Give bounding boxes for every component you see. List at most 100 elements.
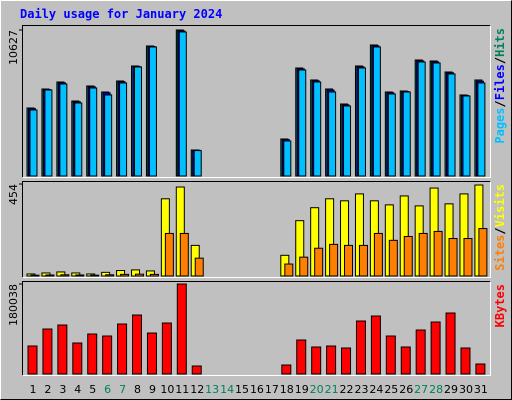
bar xyxy=(448,238,458,277)
bar xyxy=(74,102,83,177)
x-tick-label: 26 xyxy=(399,383,413,396)
legend-item: KBytes xyxy=(493,284,507,327)
bar xyxy=(314,247,324,277)
bar xyxy=(57,324,68,375)
bar xyxy=(281,364,292,375)
bar xyxy=(299,256,309,277)
bar xyxy=(298,69,307,177)
bar xyxy=(460,347,471,375)
bar xyxy=(344,244,354,277)
x-tick-label: 14 xyxy=(220,383,234,396)
x-tick-label: 30 xyxy=(459,383,473,396)
bar xyxy=(194,257,204,277)
bar xyxy=(357,67,366,177)
x-tick-label: 19 xyxy=(295,383,309,396)
bar xyxy=(463,238,473,277)
bar xyxy=(105,274,115,277)
bar xyxy=(75,274,85,277)
bar xyxy=(433,230,443,277)
bar xyxy=(296,339,307,375)
bar xyxy=(355,320,366,375)
panel-edge-dark xyxy=(22,181,491,278)
panel-edge-light xyxy=(22,25,491,178)
legend-separator: / xyxy=(493,227,507,234)
bar xyxy=(104,94,113,177)
x-tick-label: 27 xyxy=(414,383,428,396)
panel xyxy=(22,25,491,178)
bar xyxy=(117,323,128,375)
x-tick-label: 13 xyxy=(205,383,219,396)
bar xyxy=(417,61,426,177)
bar xyxy=(475,363,486,375)
bar xyxy=(387,93,396,177)
bar xyxy=(193,150,202,177)
bar xyxy=(328,91,337,177)
bar xyxy=(178,31,187,177)
bar xyxy=(179,232,189,277)
x-tick-label: 21 xyxy=(325,383,339,396)
legend-item: Visits xyxy=(493,184,507,227)
bar xyxy=(90,274,100,277)
legend-separator: / xyxy=(493,57,507,64)
bar xyxy=(120,273,130,277)
x-tick-label: 29 xyxy=(444,383,458,396)
bar xyxy=(418,232,428,277)
bar xyxy=(72,342,83,375)
x-tick-label: 28 xyxy=(429,383,443,396)
bar xyxy=(388,239,398,277)
legend-item: Pages xyxy=(493,108,507,144)
panel-edge-dark xyxy=(22,25,491,178)
bar xyxy=(432,62,441,177)
bar xyxy=(329,243,339,277)
panel-edge-dark xyxy=(22,281,491,376)
bar xyxy=(462,95,471,177)
bar xyxy=(370,315,381,375)
x-tick-label: 2 xyxy=(44,383,51,396)
bar xyxy=(135,273,145,277)
bar xyxy=(146,332,157,375)
x-tick-label: 9 xyxy=(149,383,156,396)
bar xyxy=(102,335,113,375)
bar xyxy=(164,232,174,277)
bar xyxy=(402,91,411,177)
chart-title: Daily usage for January 2024 xyxy=(20,7,222,21)
bar xyxy=(29,109,38,177)
legend: Sites/Visits xyxy=(493,184,507,271)
x-tick-label: 8 xyxy=(134,383,141,396)
x-tick-label: 25 xyxy=(384,383,398,396)
x-tick-label: 15 xyxy=(235,383,249,396)
x-tick-label: 3 xyxy=(59,383,66,396)
bar xyxy=(447,73,456,177)
bar xyxy=(87,333,98,375)
bar xyxy=(478,228,488,277)
x-tick-label: 12 xyxy=(190,383,204,396)
bar xyxy=(30,274,40,277)
x-tick-label: 24 xyxy=(369,383,383,396)
bar xyxy=(176,283,187,375)
panel-edge-light xyxy=(22,281,491,376)
legend: KBytes xyxy=(493,284,507,327)
bar xyxy=(430,321,441,375)
x-tick-label: 18 xyxy=(280,383,294,396)
bar xyxy=(445,312,456,375)
x-tick-label: 23 xyxy=(354,383,368,396)
x-tick-label: 16 xyxy=(250,383,264,396)
bar xyxy=(313,81,322,177)
legend: Pages/Files/Hits xyxy=(493,28,507,144)
y-tick-label: 180038 xyxy=(7,284,20,326)
bar xyxy=(358,244,368,277)
bar xyxy=(284,263,294,277)
bar xyxy=(326,345,337,375)
legend-separator: / xyxy=(493,100,507,107)
bar xyxy=(149,273,159,277)
bar xyxy=(42,328,53,375)
x-tick-label: 5 xyxy=(89,383,96,396)
bar xyxy=(385,335,396,375)
panel xyxy=(22,281,491,376)
bar xyxy=(191,365,202,375)
bar xyxy=(45,274,55,277)
bar xyxy=(89,87,98,177)
x-tick-label: 20 xyxy=(310,383,324,396)
x-tick-label: 17 xyxy=(265,383,279,396)
